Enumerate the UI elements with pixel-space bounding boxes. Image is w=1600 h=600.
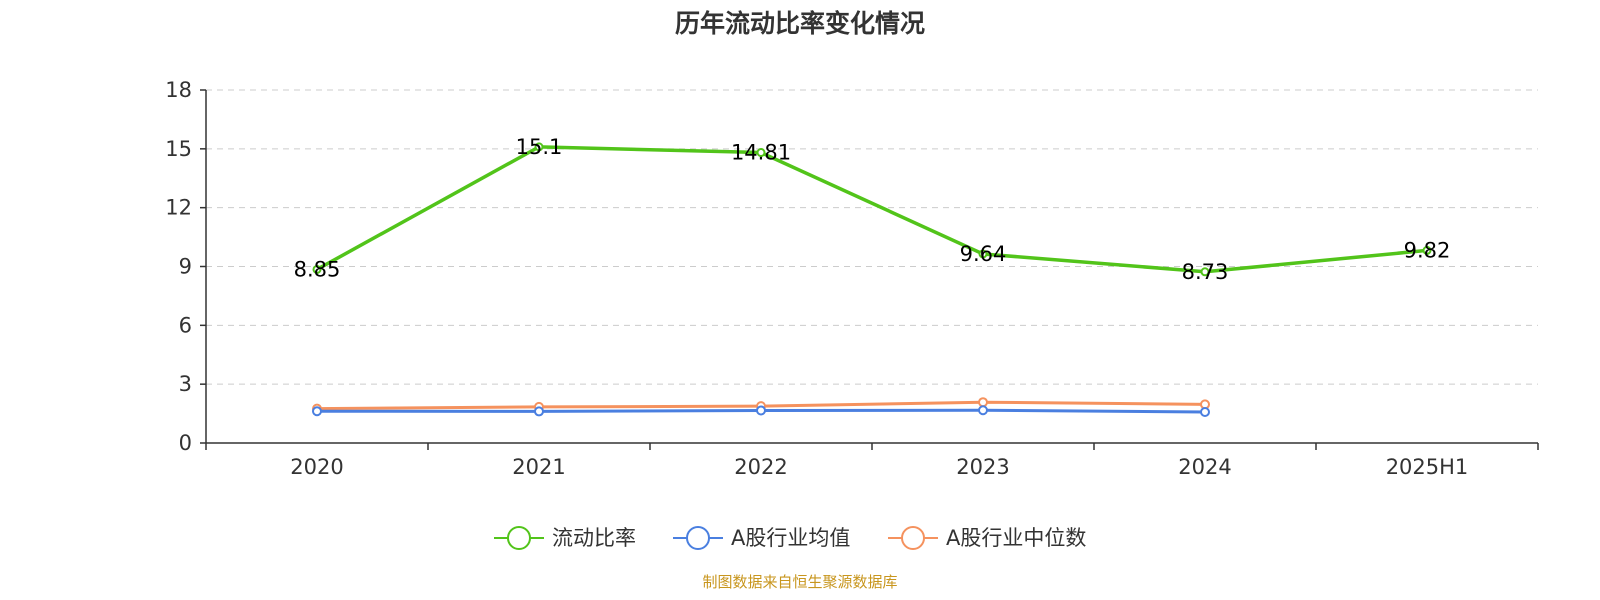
- data-point[interactable]: [978, 405, 988, 416]
- data-point[interactable]: [312, 406, 322, 417]
- axes: 0 3 6 9 12 15 18 2020 2021 2022 2023 2024 2025H1: [165, 78, 1539, 479]
- data-point[interactable]: [1200, 407, 1210, 418]
- legend-item-0[interactable]: 流动比率: [494, 526, 636, 550]
- x-tick-label: 2025H1: [1386, 455, 1469, 479]
- y-tick-label: 0: [179, 431, 192, 455]
- data-point[interactable]: [534, 142, 544, 152]
- grid: [206, 89, 1538, 385]
- data-point[interactable]: [1200, 267, 1210, 277]
- data-labels: 8.85 15.1 14.81 9.64 8.73 9.82: [294, 135, 1451, 284]
- y-tick-label: 3: [179, 372, 192, 396]
- data-label: 14.81: [731, 141, 791, 165]
- x-tick-label: 2021: [512, 455, 565, 479]
- legend-label: A股行业中位数: [946, 526, 1086, 550]
- legend-marker: [901, 526, 925, 550]
- data-label: 9.82: [1404, 238, 1451, 262]
- legend-marker: [686, 526, 710, 550]
- data-point[interactable]: [534, 406, 544, 417]
- legend-label: A股行业均值: [731, 526, 850, 550]
- legend-item-1[interactable]: A股行业均值: [673, 526, 850, 550]
- legend-marker: [507, 526, 531, 550]
- x-tick-label: 2020: [290, 455, 343, 479]
- series-line: [316, 145, 1428, 274]
- legend-item-2[interactable]: A股行业中位数: [888, 526, 1086, 550]
- y-tick-label: 18: [165, 78, 192, 102]
- y-tick-label: 12: [165, 196, 192, 220]
- x-tick-label: 2024: [1178, 455, 1231, 479]
- data-label: 8.73: [1182, 260, 1229, 284]
- legend-label: 流动比率: [552, 526, 636, 550]
- y-tick-label: 6: [179, 313, 192, 337]
- data-label: 15.1: [516, 135, 563, 159]
- x-tick-label: 2022: [734, 455, 787, 479]
- data-point[interactable]: [978, 249, 988, 259]
- data-point[interactable]: [312, 264, 322, 274]
- data-point[interactable]: [978, 397, 988, 408]
- data-point[interactable]: [1422, 245, 1432, 255]
- data-point[interactable]: [756, 405, 766, 416]
- y-tick-label: 9: [179, 255, 192, 279]
- series-area: [312, 142, 1432, 418]
- x-tick-label: 2023: [956, 455, 1009, 479]
- legend[interactable]: 流动比率 A股行业均值 A股行业中位数: [494, 526, 1086, 550]
- data-label: 9.64: [960, 242, 1007, 266]
- y-tick-label: 15: [165, 137, 192, 161]
- series-1: [312, 405, 1210, 418]
- source-note: 制图数据来自恒生聚源数据库: [702, 573, 897, 591]
- data-label: 8.85: [294, 257, 341, 281]
- series-0: [312, 142, 1432, 277]
- chart-title: 历年流动比率变化情况: [675, 9, 925, 38]
- data-point[interactable]: [756, 148, 766, 158]
